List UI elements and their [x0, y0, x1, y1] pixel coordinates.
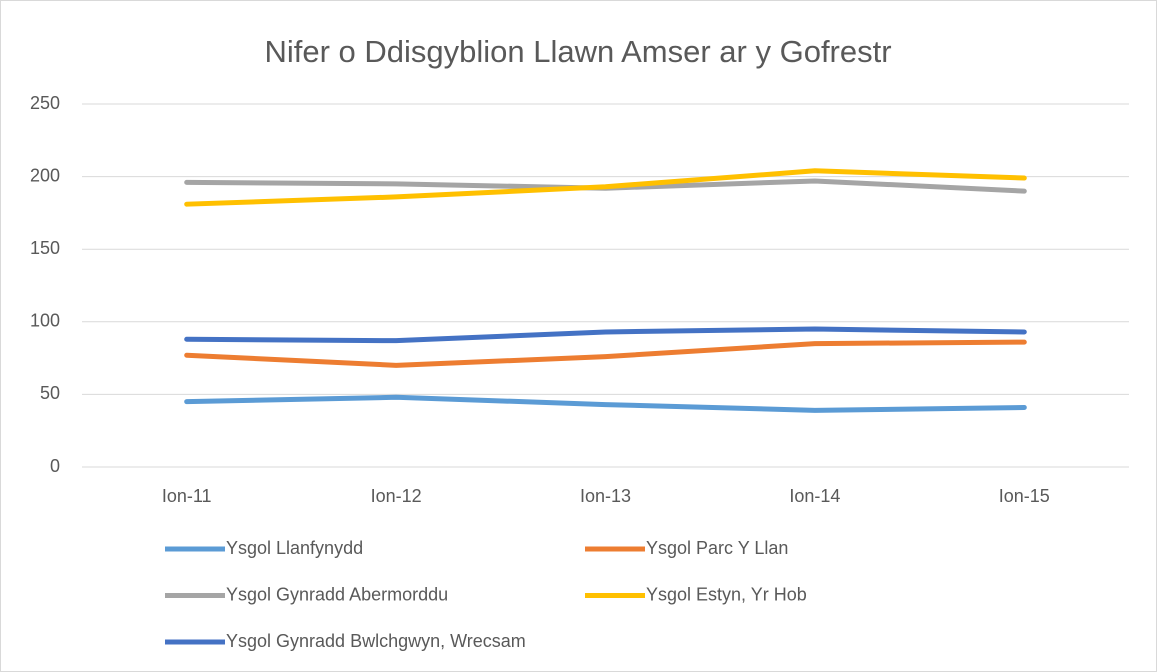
x-tick-label: Ion-15: [999, 486, 1050, 506]
series-line: [184, 168, 1027, 207]
legend-label: Ysgol Llanfynydd: [226, 538, 363, 558]
y-tick-label: 150: [30, 238, 60, 258]
series-line: [184, 394, 1027, 413]
x-tick-label: Ion-12: [371, 486, 422, 506]
y-tick-label: 50: [40, 383, 60, 403]
legend-label: Ysgol Gynradd Abermorddu: [226, 584, 448, 604]
x-tick-label: Ion-14: [789, 486, 840, 506]
legend-label: Ysgol Gynradd Bwlchgwyn, Wrecsam: [226, 631, 526, 651]
series-line: [184, 326, 1027, 344]
y-tick-label: 250: [30, 93, 60, 113]
x-tick-label: Ion-13: [580, 486, 631, 506]
x-tick-label: Ion-11: [162, 486, 212, 506]
legend-label: Ysgol Parc Y Llan: [646, 538, 788, 558]
legend-label: Ysgol Estyn, Yr Hob: [646, 584, 807, 604]
y-tick-label: 100: [30, 311, 60, 331]
series-line: [184, 339, 1027, 368]
y-tick-label: 200: [30, 165, 60, 185]
chart-title: Nifer o Ddisgyblion Llawn Amser ar y Gof…: [264, 34, 891, 69]
y-tick-label: 0: [50, 456, 60, 476]
